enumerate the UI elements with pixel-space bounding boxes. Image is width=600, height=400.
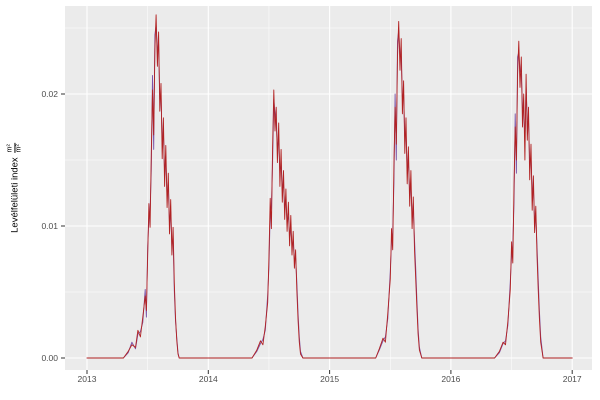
y-axis-title: Levélfelületi index m² m² [6,143,23,233]
y-tick-label-0.00: 0.00 [41,352,58,363]
y-tick-label-0.01: 0.01 [41,220,58,231]
y-axis-unit-numerator: m² [6,143,16,154]
x-tick-label-2015: 2015 [320,374,340,384]
red-series-line [86,14,573,359]
y-axis-unit-denominator: m² [15,144,23,153]
y-tick-label-0.02: 0.02 [41,88,58,99]
x-tick-label-2016: 2016 [441,374,461,384]
y-axis-unit-fraction: m² m² [6,143,23,154]
x-tick-label-2013: 2013 [77,374,97,384]
panel-background [65,6,592,370]
x-tick-label-2017: 2017 [562,374,582,384]
x-tick-label-2014: 2014 [198,374,218,384]
